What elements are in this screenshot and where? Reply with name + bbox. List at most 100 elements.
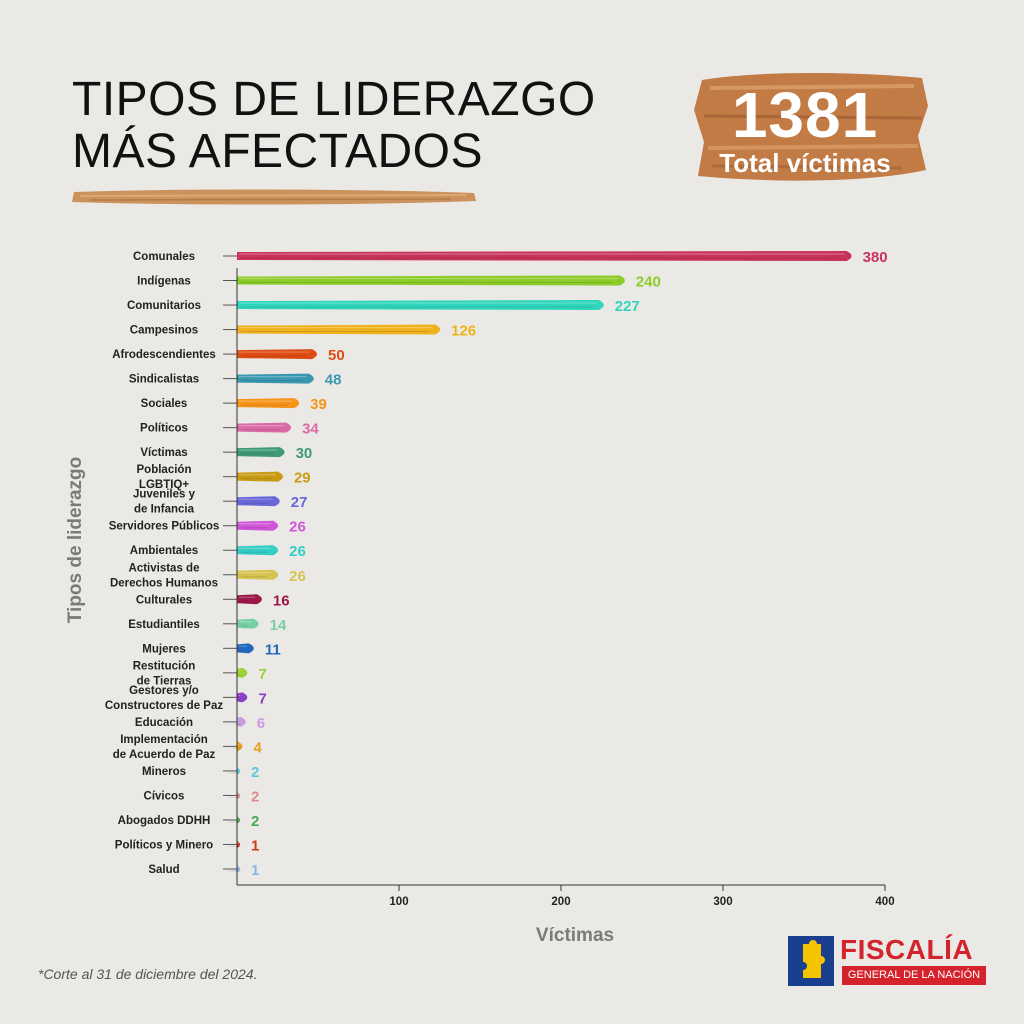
title-brush-underline: [72, 189, 476, 205]
data-label: 11: [265, 641, 281, 658]
category-label: Campesinos: [130, 325, 198, 337]
data-label: 2: [251, 813, 259, 830]
data-label: 4: [253, 739, 262, 756]
category-label: Mineros: [142, 766, 186, 778]
data-label: 6: [257, 715, 265, 732]
bar-body: [237, 349, 317, 360]
bar: [237, 422, 292, 433]
data-label: 26: [289, 519, 306, 536]
logo-emblem: [788, 936, 834, 986]
category-label: Comunales: [133, 251, 195, 263]
bar: [237, 643, 254, 654]
category-label: Ambientales: [130, 545, 198, 557]
axes-group: 100 200 300 400: [223, 255, 895, 908]
bar: [237, 275, 625, 286]
bar: [236, 692, 248, 703]
category-label: Indígenas: [137, 276, 191, 288]
footnote: *Corte al 31 de diciembre del 2024.: [38, 966, 258, 982]
bar: [237, 471, 283, 482]
total-victims-value: 1381: [731, 79, 879, 151]
logo-name: FISCALÍA: [840, 934, 974, 965]
category-label: Implementación de Acuerdo de Paz: [113, 734, 216, 761]
bar-body: [237, 496, 280, 507]
data-label: 380: [863, 249, 888, 266]
data-label: 26: [289, 568, 306, 585]
puzzle-icon: [803, 940, 825, 978]
bars-group: [229, 251, 852, 874]
bar: [237, 373, 314, 384]
data-label: 27: [291, 494, 308, 511]
data-label: 48: [325, 372, 342, 389]
category-label: Sociales: [141, 398, 188, 410]
bar: [237, 594, 262, 605]
bar: [237, 569, 279, 580]
x-tick-label: 100: [389, 896, 408, 908]
category-label: Mujeres: [142, 643, 185, 655]
category-label: Servidores Públicos: [109, 521, 220, 533]
data-label: 1: [251, 862, 259, 879]
bar: [237, 251, 852, 261]
data-label: 7: [258, 690, 266, 707]
data-label: 16: [273, 592, 290, 609]
category-label: Educación: [135, 717, 193, 729]
bar: [237, 618, 259, 629]
y-axis-title: Tipos de liderazgo: [65, 456, 86, 624]
bar-body: [237, 324, 441, 335]
category-label: Políticos: [140, 423, 188, 435]
category-label: Afrodescendientes: [112, 349, 216, 361]
bar-body: [237, 643, 254, 654]
data-label: 2: [251, 788, 259, 805]
bar: [237, 349, 317, 360]
data-label: 14: [270, 617, 287, 634]
bar-body: [237, 667, 248, 678]
bar-body: [237, 545, 279, 556]
data-label: 50: [328, 347, 345, 364]
category-label: Salud: [148, 864, 179, 876]
category-labels-group: 380Comunales240Indígenas227Comunitarios1…: [105, 249, 888, 879]
bar-body: [237, 520, 279, 531]
bar-body: [237, 569, 279, 580]
data-label: 34: [302, 421, 319, 438]
total-victims-badge: 1381 Total víctimas: [692, 66, 932, 188]
bar-body: [237, 471, 283, 482]
category-label: Juveniles y de Infancia: [133, 489, 196, 516]
data-label: 227: [615, 298, 640, 315]
title-line-2: MÁS AFECTADOS: [72, 125, 484, 178]
data-label: 1: [251, 837, 259, 854]
bar: [237, 398, 300, 409]
x-tick-label: 200: [551, 896, 570, 908]
bar-body: [237, 275, 625, 286]
bar-body: [237, 447, 285, 458]
category-label: Restitución de Tierras: [133, 660, 196, 687]
data-label: 126: [451, 323, 476, 340]
data-label: 2: [251, 764, 259, 781]
bar: [237, 496, 280, 507]
bar: [237, 324, 441, 335]
bar: [234, 716, 246, 727]
category-label: Víctimas: [140, 447, 187, 459]
bar-body: [237, 251, 852, 261]
category-label: Población LGBTIQ+: [137, 464, 192, 491]
bar: [237, 520, 279, 531]
data-label: 29: [294, 470, 311, 487]
category-label: Culturales: [136, 594, 192, 606]
logo-subtitle: GENERAL DE LA NACIÓN: [842, 966, 986, 985]
bar-body: [237, 741, 243, 752]
bar-body: [237, 618, 259, 629]
data-label: 7: [258, 666, 266, 683]
bar-body: [237, 692, 248, 703]
data-label: 30: [296, 445, 313, 462]
bar: [237, 447, 285, 458]
bar-body: [237, 716, 246, 727]
x-tick-label: 300: [713, 896, 732, 908]
bar: [237, 300, 604, 311]
title-line-1: TIPOS DE LIDERAZGO: [72, 73, 596, 126]
bar-body: [237, 594, 262, 605]
x-tick-label: 400: [875, 896, 894, 908]
fiscalia-logo: FISCALÍA GENERAL DE LA NACIÓN: [788, 934, 988, 988]
category-label: Cívicos: [144, 790, 185, 802]
category-label: Comunitarios: [127, 300, 201, 312]
category-label: Políticos y Minero: [115, 839, 213, 851]
category-label: Estudiantiles: [128, 619, 200, 631]
